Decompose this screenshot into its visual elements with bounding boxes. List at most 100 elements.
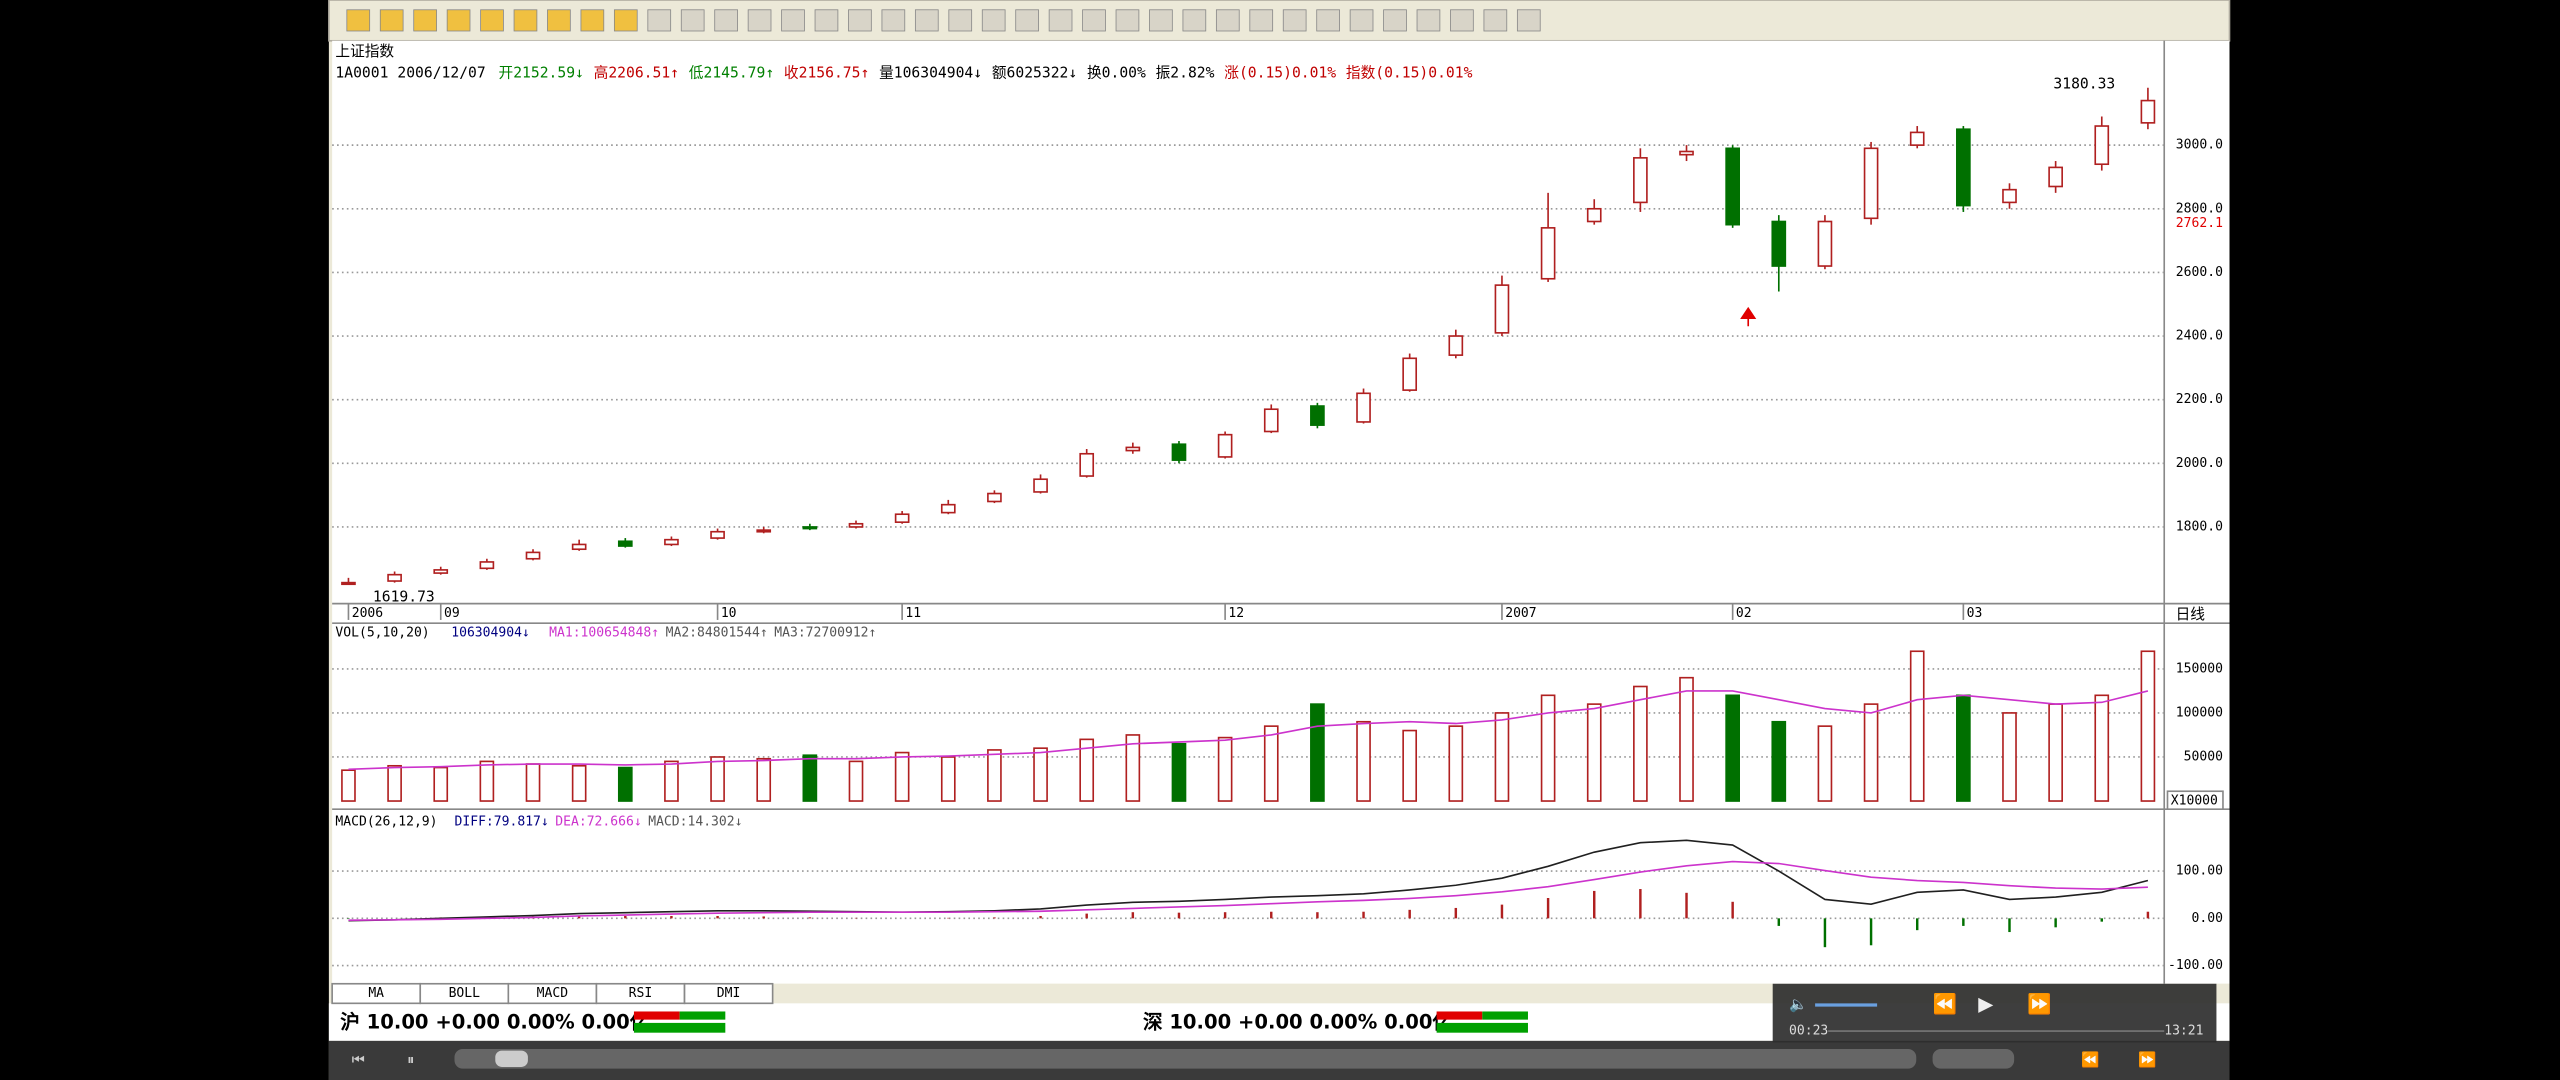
- tool-icon[interactable]: [1483, 9, 1508, 32]
- dea-line: [348, 860, 2148, 922]
- volume-bar: [2140, 650, 2156, 802]
- signal-arrow: [1740, 306, 1757, 327]
- y-tick-label: 2000.0: [2176, 456, 2223, 471]
- tool-icon[interactable]: [1182, 9, 1207, 32]
- volume-bar: [2094, 694, 2110, 802]
- volume-bar: [1540, 694, 1556, 802]
- tool-icon[interactable]: [814, 9, 839, 32]
- candle-body: [1909, 131, 1925, 146]
- overlay-rewind[interactable]: ⏪: [1933, 992, 1957, 1015]
- tool-icon[interactable]: [1115, 9, 1140, 32]
- volume-bar: [848, 760, 864, 802]
- tool-icon[interactable]: [480, 9, 504, 32]
- candle-body: [802, 526, 818, 530]
- tool-icon[interactable]: [547, 9, 571, 32]
- quote-item: 额6025322↓: [992, 64, 1077, 81]
- forward-button[interactable]: ⏩: [2138, 1050, 2156, 1068]
- tool-icon[interactable]: [1349, 9, 1374, 32]
- tool-icon[interactable]: [1282, 9, 1307, 32]
- high-label: 3180.33: [2053, 75, 2115, 92]
- tool-icon[interactable]: [1383, 9, 1407, 32]
- quote-item: 涨(0.15)0.01%: [1224, 64, 1336, 81]
- volume-bar: [1494, 712, 1510, 802]
- vol-ma1-line: [348, 690, 2149, 771]
- candle-body: [387, 573, 402, 582]
- volume-bar: [1402, 729, 1418, 802]
- ratio-bar: [1436, 1011, 1483, 1020]
- tool-icon[interactable]: [613, 9, 638, 32]
- candle-body: [525, 551, 541, 560]
- tab-label[interactable]: MACD: [537, 986, 569, 1001]
- diff-line: [348, 839, 2149, 922]
- tool-icon[interactable]: [747, 9, 772, 32]
- vol-ma-label: MA3:72700912↑: [774, 625, 876, 640]
- volume-bar: [1909, 650, 1925, 802]
- y-tick-label: 2400.0: [2176, 329, 2223, 344]
- tool-icon[interactable]: [1082, 9, 1106, 32]
- tab-label[interactable]: RSI: [629, 986, 653, 1001]
- tool-icon[interactable]: [446, 9, 471, 32]
- tool-icon[interactable]: [981, 9, 1006, 32]
- y-tick-label: -100.00: [2168, 958, 2223, 973]
- mute-button[interactable]: 🔈: [1789, 996, 1807, 1013]
- chart-area: [332, 40, 2230, 984]
- overlay-forward[interactable]: ⏩: [2027, 992, 2051, 1015]
- y-tick-label: 150000: [2176, 661, 2223, 676]
- tool-icon[interactable]: [1048, 9, 1073, 32]
- candle-body: [571, 543, 587, 551]
- vol-unit: X10000: [2171, 794, 2218, 809]
- prev-button[interactable]: ⏮: [352, 1051, 365, 1068]
- tool-icon[interactable]: [580, 9, 605, 32]
- tool-icon[interactable]: [1015, 9, 1039, 32]
- candle-body: [1817, 220, 1833, 267]
- tool-icon[interactable]: [1316, 9, 1340, 32]
- volume-bar: [1356, 720, 1371, 802]
- y-tick-label: 2800.0: [2176, 201, 2223, 216]
- tool-icon[interactable]: [714, 9, 738, 32]
- volume-bar: [1725, 694, 1740, 802]
- tool-icon[interactable]: [1215, 9, 1240, 32]
- tab-label[interactable]: DMI: [717, 986, 741, 1001]
- tool-icon[interactable]: [680, 9, 705, 32]
- tool-icon[interactable]: [948, 9, 973, 32]
- tool-icon[interactable]: [881, 9, 906, 32]
- overlay-play[interactable]: ▶: [1978, 992, 1993, 1015]
- candle-body: [1402, 357, 1418, 391]
- tool-icon[interactable]: [1249, 9, 1274, 32]
- tool-icon[interactable]: [1516, 9, 1541, 32]
- macd-label: DEA:72.666↓: [555, 815, 641, 830]
- tool-icon[interactable]: [346, 9, 371, 32]
- tool-icon[interactable]: [647, 9, 672, 32]
- seek-thumb[interactable]: [495, 1050, 528, 1067]
- y-tick-label: 1800.0: [2176, 519, 2223, 534]
- tool-icon[interactable]: [513, 9, 538, 32]
- macd-label: MACD:14.302↓: [648, 815, 742, 830]
- volume-bar: [1448, 725, 1464, 802]
- vol-ma-label: MA2:84801544↑: [666, 625, 768, 640]
- x-tick-label: 11: [905, 606, 921, 621]
- quote-item: 量106304904↓: [879, 64, 982, 81]
- seek-track[interactable]: [454, 1049, 1917, 1069]
- toolbar-icons: [346, 9, 1541, 32]
- tool-icon[interactable]: [781, 9, 805, 32]
- candle-body: [1863, 147, 1879, 220]
- tool-icon[interactable]: [1149, 9, 1173, 32]
- volume-track[interactable]: [1932, 1049, 2015, 1069]
- tool-icon[interactable]: [914, 9, 939, 32]
- tab-label[interactable]: MA: [368, 986, 384, 1001]
- pause-button[interactable]: ⏸: [407, 1051, 414, 1068]
- tab-label[interactable]: BOLL: [449, 986, 481, 1001]
- tool-icon[interactable]: [848, 9, 872, 32]
- tool-icon[interactable]: [413, 9, 437, 32]
- tool-icon[interactable]: [1450, 9, 1474, 32]
- candle-body: [479, 561, 495, 570]
- tool-icon[interactable]: [1416, 9, 1441, 32]
- volume-bar: [894, 751, 910, 802]
- tab[interactable]: [683, 982, 774, 1005]
- rewind-button[interactable]: ⏪: [2081, 1050, 2099, 1068]
- candle-body: [1633, 157, 1648, 204]
- volume-bar: [1263, 725, 1279, 802]
- y-tick-label: 2600.0: [2176, 265, 2223, 280]
- tool-icon[interactable]: [379, 9, 404, 32]
